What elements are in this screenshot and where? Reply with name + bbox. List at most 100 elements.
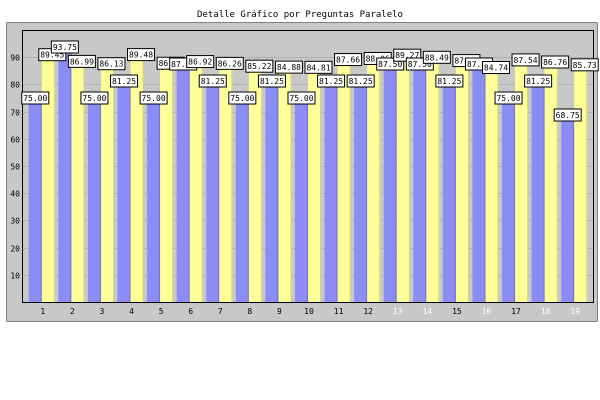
x-tick-label: 5 xyxy=(159,307,164,316)
data-label-box xyxy=(524,74,553,88)
data-label: 86.13 xyxy=(99,60,123,69)
data-label: 89.48 xyxy=(129,51,153,60)
data-label-box xyxy=(287,91,316,105)
x-tick-label: 19 xyxy=(570,307,580,316)
data-label-box xyxy=(274,60,303,74)
bar-series-1 xyxy=(117,81,131,302)
bar-series-1 xyxy=(502,98,516,302)
bar-series-2 xyxy=(308,71,322,302)
data-label-box xyxy=(541,55,570,69)
data-label: 75.00 xyxy=(82,94,106,103)
bar-series-2 xyxy=(515,63,529,302)
x-tick-label: 12 xyxy=(363,307,373,316)
data-label-box xyxy=(317,74,346,88)
x-tick-label: 18 xyxy=(541,307,551,316)
data-label: 81.25 xyxy=(437,77,461,86)
data-label: 81.25 xyxy=(112,77,136,86)
data-label: 88.49 xyxy=(425,53,449,62)
data-label: 87.50 xyxy=(467,60,491,69)
data-label: 87.50 xyxy=(408,60,432,69)
data-label: 86.92 xyxy=(188,58,212,67)
data-label: 75.00 xyxy=(142,94,166,103)
data-label: 81.25 xyxy=(201,77,225,86)
bar-series-2 xyxy=(219,67,233,302)
data-label-box xyxy=(481,61,510,75)
data-label: 75.00 xyxy=(230,94,254,103)
y-tick-label: 30 xyxy=(10,217,20,226)
x-tick-label: 4 xyxy=(129,307,134,316)
bar-series-1 xyxy=(294,98,308,302)
x-tick-label: 9 xyxy=(277,307,282,316)
x-tick-label: 3 xyxy=(100,307,105,316)
bar-series-2 xyxy=(189,65,203,302)
data-label: 87.50 xyxy=(171,60,195,69)
chart-title: Detalle Gráfico por Preguntas Paralelo xyxy=(197,10,403,20)
data-label-box xyxy=(80,91,109,105)
data-label: 81.25 xyxy=(260,77,284,86)
bar-series-1 xyxy=(413,64,427,302)
data-label-box xyxy=(186,55,215,69)
data-label-box xyxy=(228,91,257,105)
data-label: 93.75 xyxy=(53,43,77,52)
bar-series-2 xyxy=(337,63,351,302)
bar-series-2 xyxy=(367,62,381,302)
bar-series-2 xyxy=(278,71,292,302)
data-label: 75.00 xyxy=(289,94,313,103)
data-label-box xyxy=(304,60,333,74)
data-label: 89.27 xyxy=(395,51,419,60)
data-label-box xyxy=(198,74,227,88)
data-label: 86.76 xyxy=(543,58,567,67)
y-tick-label: 70 xyxy=(10,109,20,118)
bar-series-1 xyxy=(176,64,190,302)
bar-series-1 xyxy=(206,81,220,302)
bar-series-1 xyxy=(531,81,545,302)
data-label: 84.74 xyxy=(484,64,508,73)
x-tick-label: 7 xyxy=(218,307,223,316)
bar-series-2 xyxy=(574,68,588,303)
data-label: 81.25 xyxy=(349,77,373,86)
bar-series-2 xyxy=(41,58,55,302)
y-tick-label: 40 xyxy=(10,190,20,199)
data-label: 87.54 xyxy=(514,56,538,65)
data-label: 86.99 xyxy=(70,57,94,66)
data-label: 68.75 xyxy=(556,111,580,120)
x-tick-label: 8 xyxy=(247,307,252,316)
x-tick-label: 17 xyxy=(511,307,521,316)
bar-series-2 xyxy=(100,67,114,302)
bar-series-1 xyxy=(87,98,101,302)
bar-series-1 xyxy=(235,98,249,302)
bar-series-2 xyxy=(248,70,262,302)
bar-series-1 xyxy=(324,81,338,302)
data-label-box xyxy=(346,74,375,88)
y-tick-label: 20 xyxy=(10,245,20,254)
y-tick-label: 90 xyxy=(10,54,20,63)
data-label: 75.00 xyxy=(496,94,520,103)
data-label-box xyxy=(494,91,523,105)
x-tick-label: 14 xyxy=(422,307,432,316)
y-tick-label: 80 xyxy=(10,81,20,90)
data-label-box xyxy=(21,91,50,105)
y-tick-label: 60 xyxy=(10,136,20,145)
x-tick-label: 2 xyxy=(70,307,75,316)
data-label-box xyxy=(553,108,582,122)
data-label-box xyxy=(245,59,274,73)
bar-series-2 xyxy=(544,66,558,302)
bar-series-2 xyxy=(71,65,85,302)
data-label-box xyxy=(50,40,79,54)
data-label: 85.73 xyxy=(573,61,597,70)
bar-series-1 xyxy=(472,64,486,302)
bar-series-1 xyxy=(147,98,161,302)
bar-series-2 xyxy=(396,59,410,302)
x-tick-label: 10 xyxy=(304,307,314,316)
data-label: 81.25 xyxy=(319,77,343,86)
data-label-box xyxy=(97,57,126,71)
bar-series-1 xyxy=(265,81,279,302)
y-tick-label: 50 xyxy=(10,163,20,172)
data-label-box xyxy=(67,54,96,68)
x-tick-label: 6 xyxy=(188,307,193,316)
bar-series-1 xyxy=(383,64,397,302)
data-label: 85.22 xyxy=(247,62,271,71)
bar-series-2 xyxy=(160,67,174,302)
data-label-box xyxy=(334,53,363,67)
